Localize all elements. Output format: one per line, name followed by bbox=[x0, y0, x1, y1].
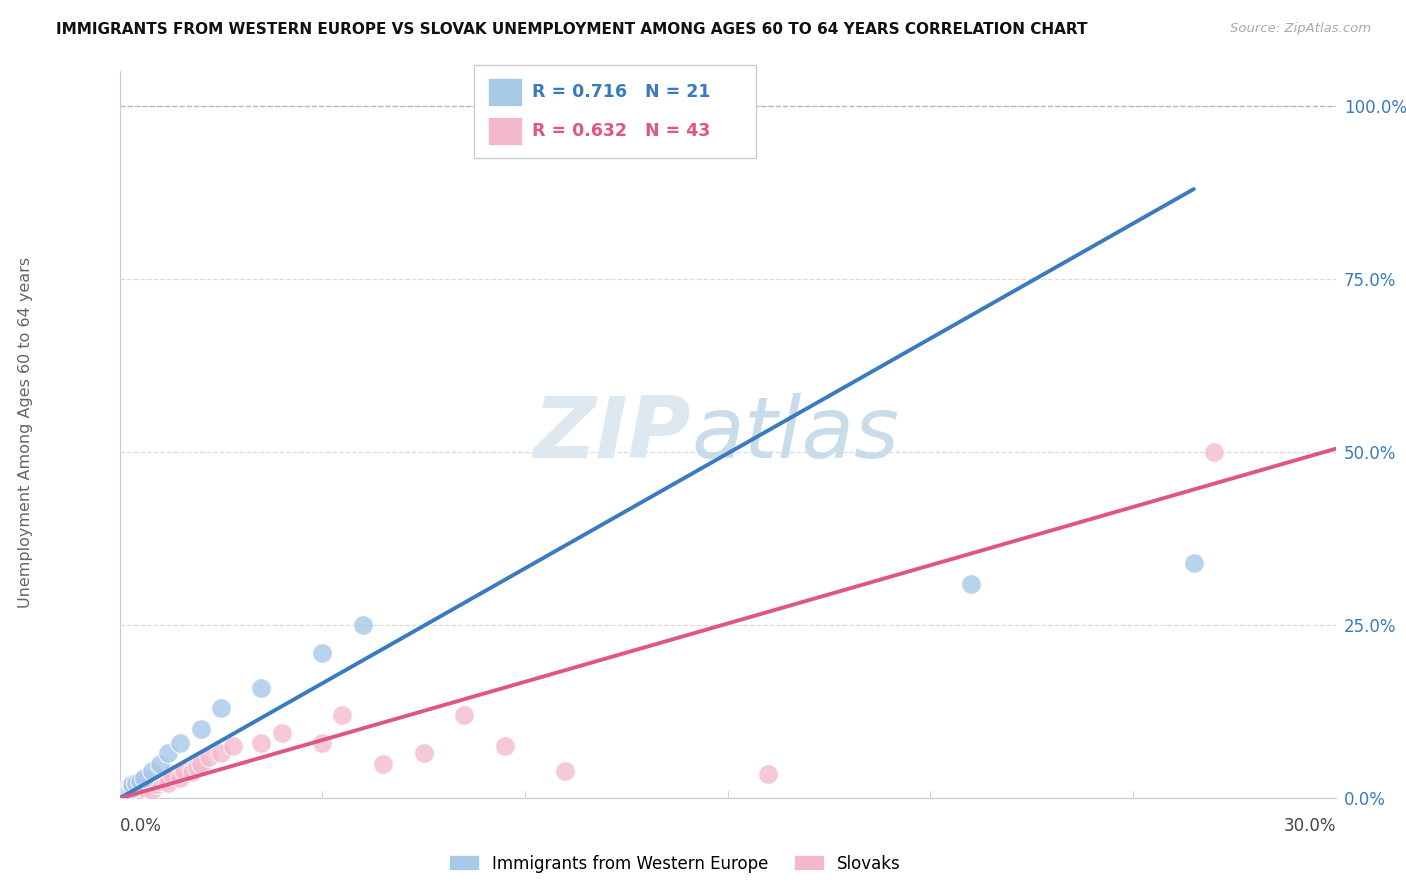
Point bbox=[453, 708, 475, 723]
Point bbox=[153, 771, 176, 785]
Text: R = 0.716   N = 21: R = 0.716 N = 21 bbox=[531, 83, 710, 101]
Point bbox=[311, 646, 333, 660]
Point bbox=[136, 777, 159, 791]
Point bbox=[169, 771, 191, 785]
Point bbox=[160, 767, 183, 781]
Point bbox=[132, 780, 155, 795]
Point bbox=[149, 774, 172, 789]
Point bbox=[112, 786, 135, 800]
Point bbox=[371, 756, 394, 771]
Point bbox=[122, 784, 145, 798]
Point bbox=[121, 788, 143, 802]
Text: R = 0.632   N = 43: R = 0.632 N = 43 bbox=[531, 122, 710, 140]
Point bbox=[118, 783, 141, 797]
Point bbox=[125, 783, 148, 797]
Point bbox=[149, 756, 172, 771]
Point bbox=[311, 736, 333, 750]
Point bbox=[110, 789, 132, 803]
Point bbox=[125, 776, 148, 790]
Point bbox=[114, 786, 136, 800]
Text: Unemployment Among Ages 60 to 64 years: Unemployment Among Ages 60 to 64 years bbox=[18, 257, 32, 608]
Text: IMMIGRANTS FROM WESTERN EUROPE VS SLOVAK UNEMPLOYMENT AMONG AGES 60 TO 64 YEARS : IMMIGRANTS FROM WESTERN EUROPE VS SLOVAK… bbox=[56, 22, 1088, 37]
Legend: Immigrants from Western Europe, Slovaks: Immigrants from Western Europe, Slovaks bbox=[443, 848, 907, 880]
Point bbox=[141, 764, 163, 778]
Text: 0.0%: 0.0% bbox=[120, 817, 162, 835]
Point bbox=[118, 783, 141, 797]
Point bbox=[181, 765, 204, 780]
Point bbox=[494, 739, 516, 754]
Point bbox=[197, 749, 219, 764]
Point bbox=[132, 771, 155, 785]
Point bbox=[173, 764, 195, 778]
Point bbox=[128, 776, 150, 790]
Point bbox=[1182, 556, 1205, 570]
Point bbox=[121, 779, 143, 793]
Text: ZIP: ZIP bbox=[533, 393, 692, 476]
Text: atlas: atlas bbox=[692, 393, 898, 476]
Point bbox=[352, 618, 374, 632]
Point bbox=[114, 784, 136, 798]
Point bbox=[332, 708, 354, 723]
Point bbox=[111, 787, 134, 801]
Point bbox=[270, 725, 292, 739]
Point bbox=[554, 764, 576, 778]
Point bbox=[209, 701, 232, 715]
Point bbox=[110, 789, 132, 803]
Point bbox=[112, 787, 135, 801]
Point bbox=[127, 777, 149, 791]
Point bbox=[121, 780, 143, 795]
Point bbox=[121, 777, 143, 791]
Point bbox=[169, 736, 191, 750]
Point bbox=[112, 788, 135, 802]
Text: 30.0%: 30.0% bbox=[1284, 817, 1336, 835]
Point bbox=[141, 774, 163, 789]
Point bbox=[190, 756, 212, 771]
Point bbox=[960, 576, 983, 591]
Point bbox=[145, 777, 167, 791]
Point bbox=[250, 681, 273, 695]
Point bbox=[117, 784, 139, 798]
Point bbox=[186, 760, 208, 774]
Point bbox=[128, 774, 150, 789]
Point bbox=[190, 722, 212, 736]
Point bbox=[117, 788, 139, 802]
Point bbox=[141, 783, 163, 797]
Point bbox=[157, 747, 180, 761]
Point bbox=[209, 747, 232, 761]
Point bbox=[117, 780, 139, 795]
Point bbox=[128, 786, 150, 800]
Point bbox=[157, 776, 180, 790]
Point bbox=[1204, 445, 1226, 459]
Point bbox=[250, 736, 273, 750]
Point bbox=[412, 747, 434, 761]
Point bbox=[222, 739, 245, 754]
Text: Source: ZipAtlas.com: Source: ZipAtlas.com bbox=[1230, 22, 1371, 36]
Point bbox=[756, 767, 779, 781]
